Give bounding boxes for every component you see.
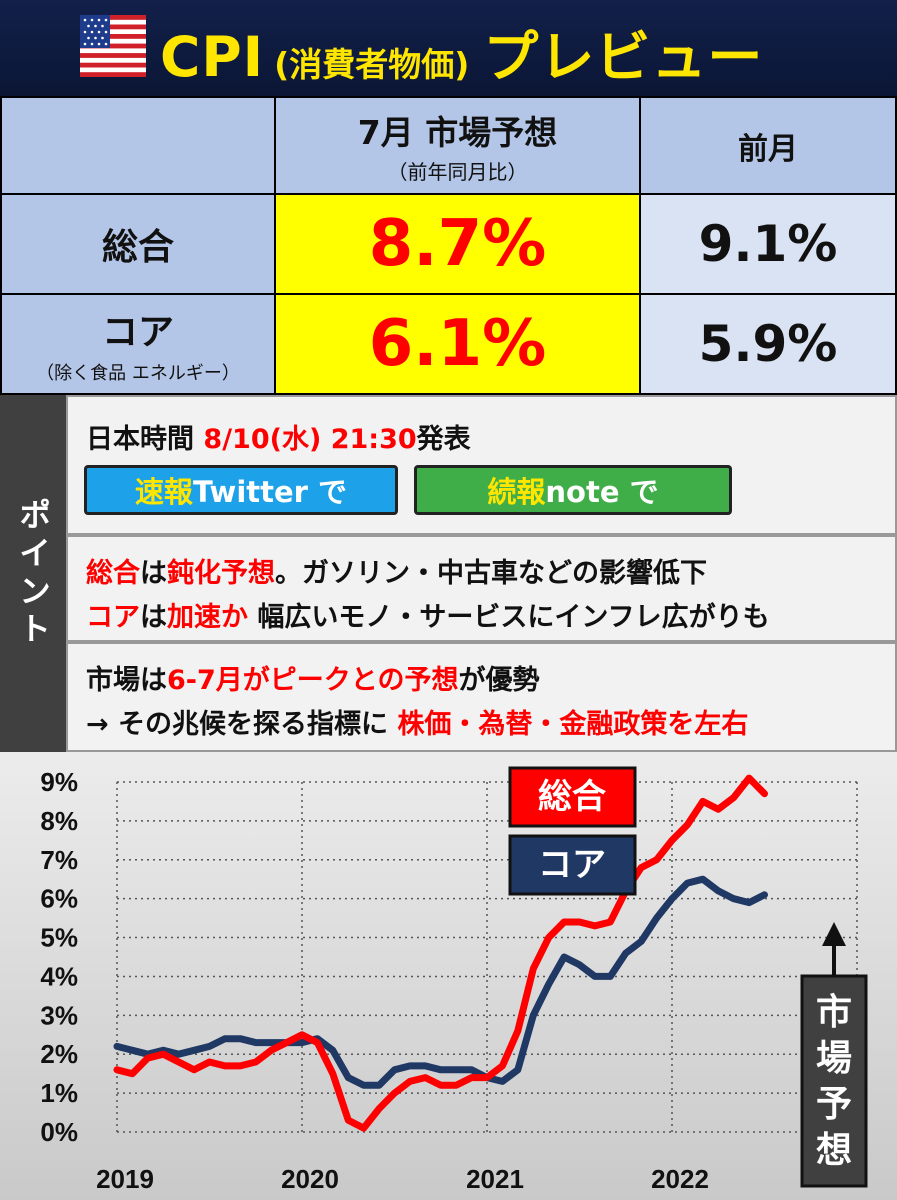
release-time: 8/10(水) 21:30 xyxy=(203,424,417,455)
page-title: CPI (消費者物価) プレビュー xyxy=(160,12,763,89)
text-segment: 幅広いモノ・サービスにインフレ広がりも xyxy=(248,602,770,633)
note-button-label: note で xyxy=(545,475,659,509)
note-followup-button[interactable]: 続報 note で xyxy=(414,465,732,515)
twitter-button-highlight: 速報 xyxy=(134,475,193,509)
y-tick-label: 2% xyxy=(40,1039,78,1069)
previous-value-text: 9.1% xyxy=(698,215,838,273)
forecast-value-text: 8.7% xyxy=(368,207,547,281)
text-segment: コア xyxy=(86,602,140,633)
x-axis-ticks: 2019 2020 2021 2022 xyxy=(96,1164,709,1194)
header-banner: CPI (消費者物価) プレビュー xyxy=(0,0,897,98)
chart-series xyxy=(113,774,768,1132)
forecast-arrow-head xyxy=(822,922,846,946)
outlook-line-2: コアは加速か 幅広いモノ・サービスにインフレ広がりも xyxy=(86,595,770,634)
legend-core: コア xyxy=(508,834,637,896)
y-tick-label: 8% xyxy=(40,806,78,836)
y-tick-label: 6% xyxy=(40,884,78,914)
y-tick-label: 0% xyxy=(40,1117,78,1147)
points-side-label: ポイント xyxy=(0,395,66,752)
twitter-flash-button[interactable]: 速報 Twitter で xyxy=(84,465,398,515)
forecast-header-sub: （前年同月比） xyxy=(387,160,528,184)
forecast-label-char: 想 xyxy=(816,1130,852,1171)
forecast-header-label: 7月 市場予想 xyxy=(357,113,558,152)
text-segment: が優勢 xyxy=(458,665,540,696)
title-paren: (消費者物価) xyxy=(274,45,470,84)
text-segment: 市場は xyxy=(86,665,167,696)
point-release-box: 日本時間 8/10(水) 21:30発表 速報 Twitter で 続報 not… xyxy=(66,395,897,535)
forecast-header-cell: 7月 市場予想 （前年同月比） xyxy=(274,96,641,195)
market-line-1: 市場は6-7月がピークとの予想が優勢 xyxy=(86,658,540,697)
legend-core-label: コア xyxy=(538,845,606,885)
us-flag-icon xyxy=(80,15,146,77)
cpi-chart-area: 0% 1% 2% 3% 4% 5% 6% 7% 8% 9% 2019 2020 2021 2022 総合… xyxy=(0,752,897,1200)
title-tail: プレビュー xyxy=(483,25,764,89)
text-segment: 鈍化予想 xyxy=(167,558,275,589)
release-prefix: 日本時間 xyxy=(86,424,204,455)
previous-header-cell: 前月 xyxy=(639,96,897,195)
row-label-core: コア （除く食品 エネルギー） xyxy=(0,293,276,395)
forecast-value-core: 6.1% xyxy=(274,293,641,395)
forecast-label-char: 予 xyxy=(816,1084,852,1125)
forecast-value-text: 6.1% xyxy=(368,307,547,381)
chart-grid xyxy=(116,781,858,1133)
forecast-label-box xyxy=(800,974,868,1188)
series-line-headline xyxy=(113,774,768,1132)
point-market-box: 市場は6-7月がピークとの予想が優勢 → その兆候を探る指標に 株価・為替・金融… xyxy=(66,642,897,752)
legend-core-box xyxy=(508,834,637,896)
x-tick-label: 2020 xyxy=(281,1164,339,1194)
forecast-value-headline: 8.7% xyxy=(274,193,641,295)
text-segment: 6-7月がピークとの予想 xyxy=(167,665,459,696)
series-line-core xyxy=(113,875,768,1089)
x-tick-label: 2022 xyxy=(651,1164,709,1194)
legend-headline-box xyxy=(508,766,637,828)
y-tick-label: 5% xyxy=(40,923,78,953)
y-tick-label: 1% xyxy=(40,1078,78,1108)
text-segment: 加速か xyxy=(167,602,248,633)
y-tick-label: 9% xyxy=(40,767,78,797)
y-tick-label: 7% xyxy=(40,845,78,875)
title-main: CPI xyxy=(160,25,265,89)
y-axis-ticks: 0% 1% 2% 3% 4% 5% 6% 7% 8% 9% xyxy=(40,767,78,1147)
table-corner-cell xyxy=(0,96,276,195)
twitter-button-label: Twitter で xyxy=(192,475,348,509)
y-tick-label: 3% xyxy=(40,1000,78,1030)
note-button-highlight: 続報 xyxy=(487,475,546,509)
previous-value-text: 5.9% xyxy=(698,315,838,373)
row-label-sub: （除く食品 エネルギー） xyxy=(36,363,240,384)
point-outlook-box: 総合は鈍化予想。ガソリン・中古車などの影響低下 コアは加速か 幅広いモノ・サービ… xyxy=(66,535,897,642)
x-tick-label: 2021 xyxy=(466,1164,524,1194)
release-suffix: 発表 xyxy=(416,424,471,455)
x-tick-label: 2019 xyxy=(96,1164,154,1194)
forecast-label-char: 場 xyxy=(816,1038,852,1079)
text-segment: 総合 xyxy=(86,558,140,589)
y-tick-label: 4% xyxy=(40,961,78,991)
forecast-label-char: 市 xyxy=(816,992,852,1033)
previous-value-headline: 9.1% xyxy=(639,193,897,295)
text-segment: 株価・為替・金融政策を左右 xyxy=(397,709,749,740)
row-label-text: 総合 xyxy=(101,227,174,268)
market-line-2: → その兆候を探る指標に 株価・為替・金融政策を左右 xyxy=(86,702,748,741)
previous-header-label: 前月 xyxy=(738,131,798,167)
legend-headline: 総合 xyxy=(508,766,637,828)
outlook-line-1: 総合は鈍化予想。ガソリン・中古車などの影響低下 xyxy=(86,551,707,590)
text-segment: は xyxy=(140,558,167,589)
legend-headline-label: 総合 xyxy=(538,777,606,817)
row-label-text: コア xyxy=(101,312,174,353)
row-label-headline: 総合 xyxy=(0,193,276,295)
forecast-annotation: 市場予想 xyxy=(800,922,868,1188)
previous-value-core: 5.9% xyxy=(639,293,897,395)
text-segment: 。ガソリン・中古車などの影響低下 xyxy=(275,558,707,589)
release-line: 日本時間 8/10(水) 21:30発表 xyxy=(86,417,471,456)
text-segment: → その兆候を探る指標に xyxy=(86,709,398,740)
forecast-label-text: 市場予想 xyxy=(816,992,852,1171)
cpi-line-chart: 0% 1% 2% 3% 4% 5% 6% 7% 8% 9% 2019 2020 2021 2022 総合… xyxy=(40,766,868,1194)
text-segment: は xyxy=(140,602,167,633)
